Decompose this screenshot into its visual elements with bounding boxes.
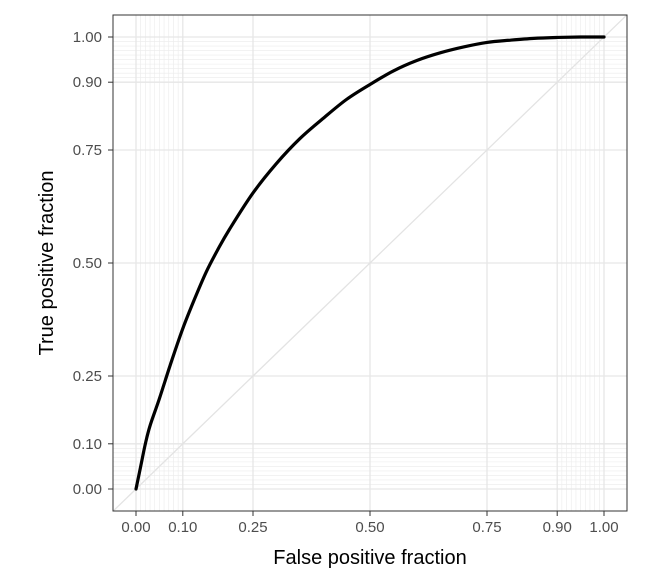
y-tick-label: 0.25 xyxy=(73,368,102,385)
y-axis-ticks: 0.00 0.10 0.25 0.50 0.75 0.90 1.00 xyxy=(73,29,113,498)
y-tick-label: 0.50 xyxy=(73,255,102,272)
reference-diagonal-line xyxy=(112,14,628,512)
y-tick-label: 0.10 xyxy=(73,436,102,453)
roc-curve-series-0 xyxy=(134,35,606,491)
x-tick-label: 0.90 xyxy=(543,519,572,536)
x-tick-label: 0.00 xyxy=(121,519,150,536)
x-tick-label: 0.50 xyxy=(355,519,384,536)
x-axis-title: False positive fraction xyxy=(273,547,466,569)
y-tick-label: 0.90 xyxy=(73,74,102,91)
x-tick-label: 1.00 xyxy=(589,519,618,536)
y-tick-label: 0.00 xyxy=(73,481,102,498)
x-tick-label: 0.25 xyxy=(238,519,267,536)
x-tick-label: 0.10 xyxy=(168,519,197,536)
y-tick-label: 1.00 xyxy=(73,29,102,46)
x-axis-ticks: 0.00 0.10 0.25 0.50 0.75 0.90 1.00 xyxy=(121,511,619,536)
y-tick-label: 0.75 xyxy=(73,142,102,159)
roc-curve-layer xyxy=(134,35,606,491)
x-tick-label: 0.75 xyxy=(472,519,501,536)
reference-diagonal xyxy=(112,14,628,512)
y-axis-title: True positive fraction xyxy=(36,171,58,356)
grid-lines xyxy=(113,15,627,511)
